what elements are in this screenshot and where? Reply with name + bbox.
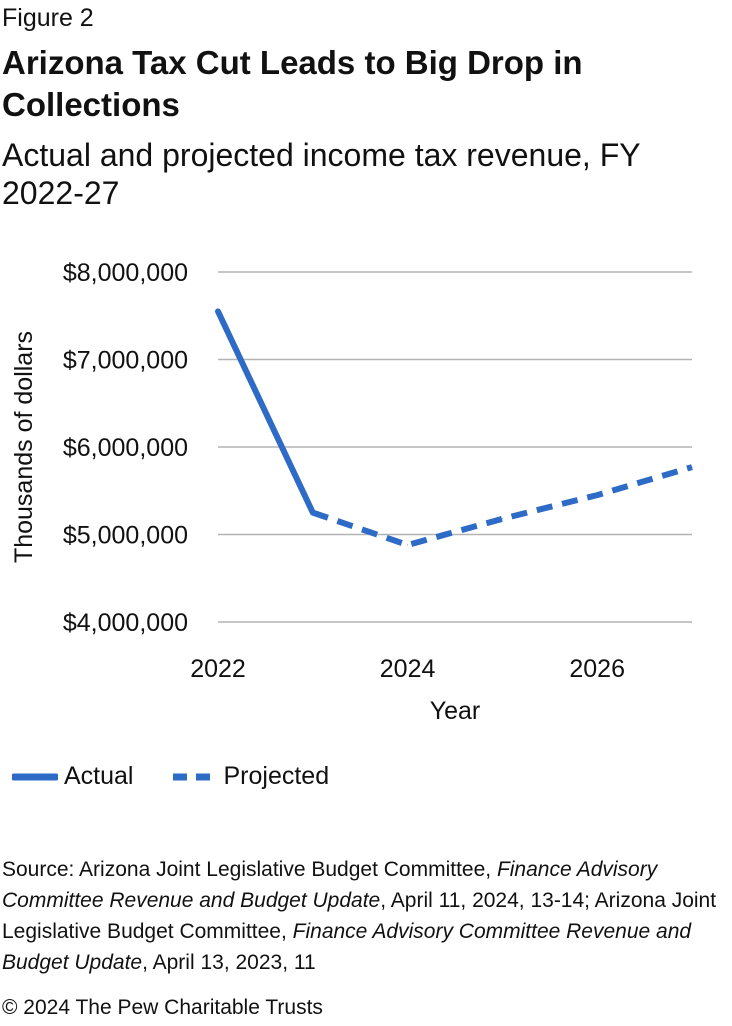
- source-note: Source: Arizona Joint Legislative Budget…: [2, 858, 717, 974]
- y-axis-label: Thousands of dollars: [10, 331, 38, 563]
- legend-item-actual: Actual: [12, 762, 133, 791]
- y-tick-label: $6,000,000: [63, 434, 188, 462]
- y-tick-label: $8,000,000: [63, 259, 188, 287]
- legend-item-projected: Projected: [171, 762, 329, 791]
- data-point-projected: [312, 512, 314, 514]
- data-point-projected: [407, 544, 409, 546]
- legend-label-projected: Projected: [223, 762, 330, 790]
- copyright: © 2024 The Pew Charitable Trusts: [2, 996, 323, 1019]
- series-line-projected: [311, 464, 693, 548]
- data-point-actual: [217, 310, 219, 312]
- x-tick-label: 2022: [190, 655, 246, 683]
- source-title-1: Finance Advisory Committee Revenue and B…: [2, 858, 658, 912]
- legend-label-actual: Actual: [64, 762, 134, 790]
- x-tick-label: 2024: [380, 655, 436, 683]
- y-tick-label: $7,000,000: [63, 347, 188, 375]
- data-point-projected: [596, 494, 598, 496]
- figure-label: Figure 2: [2, 4, 94, 32]
- series-line-actual: [215, 308, 316, 516]
- x-axis-label: Year: [430, 697, 481, 725]
- data-point-projected: [691, 466, 693, 468]
- legend: Actual Projected: [12, 762, 367, 791]
- legend-swatch-projected: [173, 773, 216, 780]
- source-title-2: Finance Advisory Committee Revenue and B…: [2, 920, 692, 974]
- data-point-projected: [501, 518, 503, 520]
- line-chart: $4,000,000 $5,000,000 $6,000,000 $7,000,000…: [10, 259, 693, 725]
- legend-swatch-actual: [12, 773, 58, 780]
- y-tick-label: $4,000,000: [63, 609, 188, 637]
- chart-subtitle: Actual and projected income tax revenue,…: [2, 137, 640, 211]
- y-tick-label: $5,000,000: [63, 522, 188, 550]
- x-tick-label: 2026: [569, 655, 625, 683]
- chart-title: Arizona Tax Cut Leads to Big Drop in Col…: [2, 44, 583, 123]
